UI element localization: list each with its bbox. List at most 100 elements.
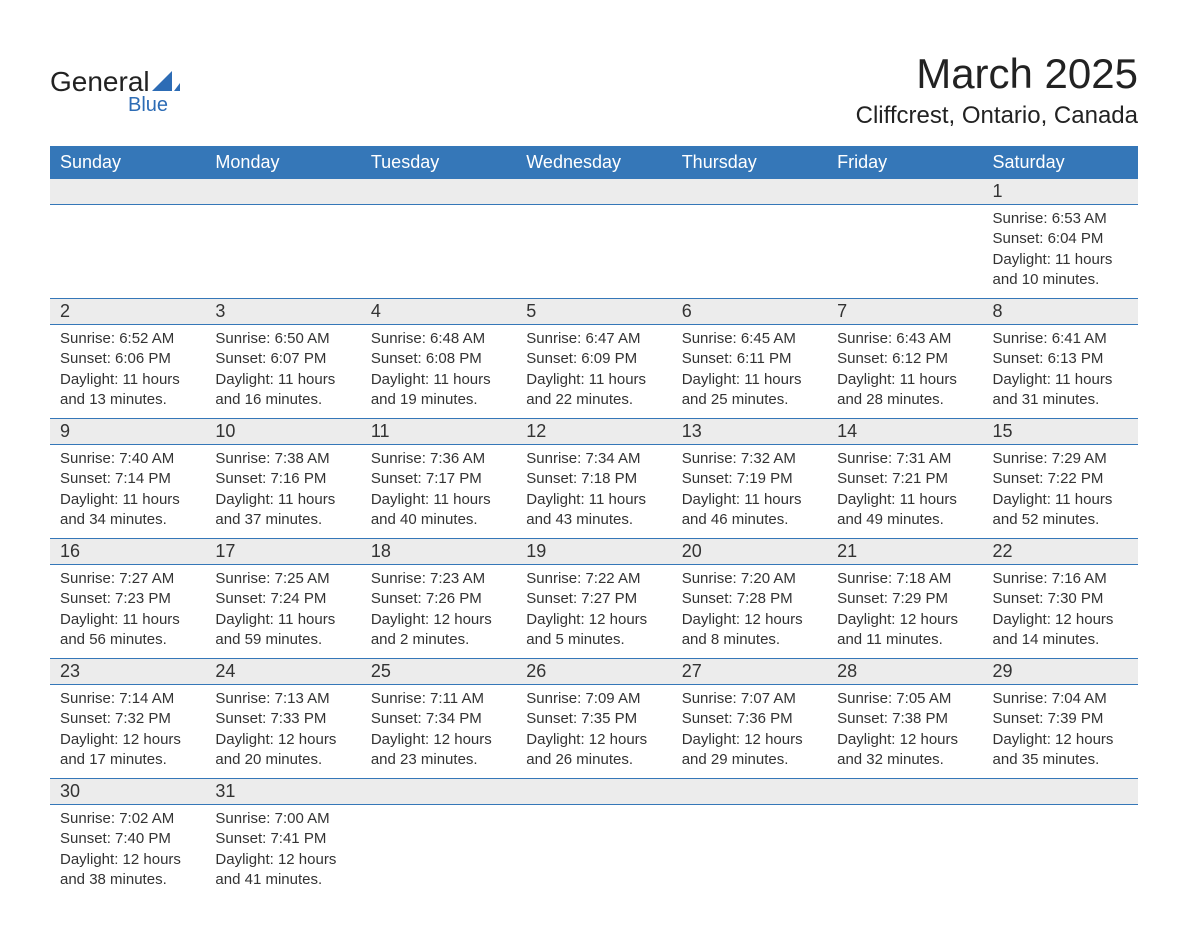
day-number: 12 [516,419,671,445]
logo-text: General [50,68,180,96]
day-cell: Sunrise: 7:07 AMSunset: 7:36 PMDaylight:… [672,685,827,779]
day2-text: and 46 minutes. [682,510,817,530]
day2-text: and 49 minutes. [837,510,972,530]
day-cell: Sunrise: 7:34 AMSunset: 7:18 PMDaylight:… [516,445,671,539]
day2-text: and 14 minutes. [993,630,1128,650]
day2-text: and 32 minutes. [837,750,972,770]
logo-primary: General [50,66,150,97]
day2-text: and 2 minutes. [371,630,506,650]
day-cell: Sunrise: 6:50 AMSunset: 6:07 PMDaylight:… [205,325,360,419]
day-header: Saturday [983,146,1138,179]
sunrise-text: Sunrise: 7:11 AM [371,689,506,709]
sunrise-text: Sunrise: 7:38 AM [215,449,350,469]
day-number: 18 [361,539,516,565]
logo: General Blue [50,50,180,117]
day2-text: and 31 minutes. [993,390,1128,410]
day-number-row: 3031 [50,779,1138,805]
day-data-row: Sunrise: 7:02 AMSunset: 7:40 PMDaylight:… [50,805,1138,899]
day-number: 24 [205,659,360,685]
sunset-text: Sunset: 7:30 PM [993,589,1128,609]
day-cell: Sunrise: 6:41 AMSunset: 6:13 PMDaylight:… [983,325,1138,419]
sunset-text: Sunset: 7:23 PM [60,589,195,609]
day-cell [672,805,827,899]
day1-text: Daylight: 11 hours [526,490,661,510]
sunset-text: Sunset: 7:21 PM [837,469,972,489]
header: General Blue March 2025 Cliffcrest, Onta… [50,50,1138,140]
day-cell: Sunrise: 7:13 AMSunset: 7:33 PMDaylight:… [205,685,360,779]
day-number [361,179,516,205]
day1-text: Daylight: 11 hours [215,490,350,510]
day-number: 19 [516,539,671,565]
day-number-row: 9101112131415 [50,419,1138,445]
day-number: 11 [361,419,516,445]
day-cell: Sunrise: 7:20 AMSunset: 7:28 PMDaylight:… [672,565,827,659]
sunrise-text: Sunrise: 6:41 AM [993,329,1128,349]
day-number [205,179,360,205]
day-cell [672,205,827,299]
day-cell: Sunrise: 7:25 AMSunset: 7:24 PMDaylight:… [205,565,360,659]
day-cell: Sunrise: 7:27 AMSunset: 7:23 PMDaylight:… [50,565,205,659]
day1-text: Daylight: 12 hours [371,730,506,750]
sunrise-text: Sunrise: 7:18 AM [837,569,972,589]
day-cell [361,205,516,299]
day-header: Tuesday [361,146,516,179]
sunrise-text: Sunrise: 6:50 AM [215,329,350,349]
title-block: March 2025 Cliffcrest, Ontario, Canada [856,50,1138,140]
day-cell: Sunrise: 7:05 AMSunset: 7:38 PMDaylight:… [827,685,982,779]
day2-text: and 19 minutes. [371,390,506,410]
day1-text: Daylight: 12 hours [60,730,195,750]
sunrise-text: Sunrise: 7:40 AM [60,449,195,469]
day-cell: Sunrise: 7:02 AMSunset: 7:40 PMDaylight:… [50,805,205,899]
day-data-row: Sunrise: 7:40 AMSunset: 7:14 PMDaylight:… [50,445,1138,539]
sunset-text: Sunset: 7:40 PM [60,829,195,849]
calendar-document: General Blue March 2025 Cliffcrest, Onta… [50,50,1138,898]
day-number: 27 [672,659,827,685]
day1-text: Daylight: 12 hours [526,730,661,750]
day-cell: Sunrise: 6:52 AMSunset: 6:06 PMDaylight:… [50,325,205,419]
day-cell [983,805,1138,899]
day-number-row: 16171819202122 [50,539,1138,565]
day2-text: and 40 minutes. [371,510,506,530]
day-number: 30 [50,779,205,805]
day-header: Monday [205,146,360,179]
day1-text: Daylight: 11 hours [60,610,195,630]
sunset-text: Sunset: 7:19 PM [682,469,817,489]
day1-text: Daylight: 11 hours [60,490,195,510]
day2-text: and 56 minutes. [60,630,195,650]
location: Cliffcrest, Ontario, Canada [856,102,1138,130]
day-data-row: Sunrise: 7:27 AMSunset: 7:23 PMDaylight:… [50,565,1138,659]
day-data-row: Sunrise: 6:53 AMSunset: 6:04 PMDaylight:… [50,205,1138,299]
sunrise-text: Sunrise: 6:43 AM [837,329,972,349]
sunrise-text: Sunrise: 6:52 AM [60,329,195,349]
day2-text: and 20 minutes. [215,750,350,770]
day1-text: Daylight: 12 hours [215,730,350,750]
day2-text: and 23 minutes. [371,750,506,770]
sunset-text: Sunset: 7:26 PM [371,589,506,609]
day2-text: and 22 minutes. [526,390,661,410]
day1-text: Daylight: 11 hours [682,370,817,390]
day-cell: Sunrise: 7:36 AMSunset: 7:17 PMDaylight:… [361,445,516,539]
day1-text: Daylight: 11 hours [993,490,1128,510]
day2-text: and 52 minutes. [993,510,1128,530]
sunset-text: Sunset: 6:11 PM [682,349,817,369]
day1-text: Daylight: 11 hours [837,370,972,390]
day-cell: Sunrise: 7:18 AMSunset: 7:29 PMDaylight:… [827,565,982,659]
day1-text: Daylight: 12 hours [837,610,972,630]
day-number: 8 [983,299,1138,325]
sunrise-text: Sunrise: 7:23 AM [371,569,506,589]
day1-text: Daylight: 12 hours [682,610,817,630]
calendar-body: 1Sunrise: 6:53 AMSunset: 6:04 PMDaylight… [50,179,1138,898]
day-number: 1 [983,179,1138,205]
day1-text: Daylight: 11 hours [993,370,1128,390]
day-header: Sunday [50,146,205,179]
sunset-text: Sunset: 7:22 PM [993,469,1128,489]
day1-text: Daylight: 12 hours [993,730,1128,750]
sunrise-text: Sunrise: 7:31 AM [837,449,972,469]
sunrise-text: Sunrise: 7:20 AM [682,569,817,589]
day-number: 22 [983,539,1138,565]
sunrise-text: Sunrise: 7:32 AM [682,449,817,469]
day1-text: Daylight: 12 hours [837,730,972,750]
day-number [827,779,982,805]
day-cell: Sunrise: 7:14 AMSunset: 7:32 PMDaylight:… [50,685,205,779]
day-number-row: 23242526272829 [50,659,1138,685]
